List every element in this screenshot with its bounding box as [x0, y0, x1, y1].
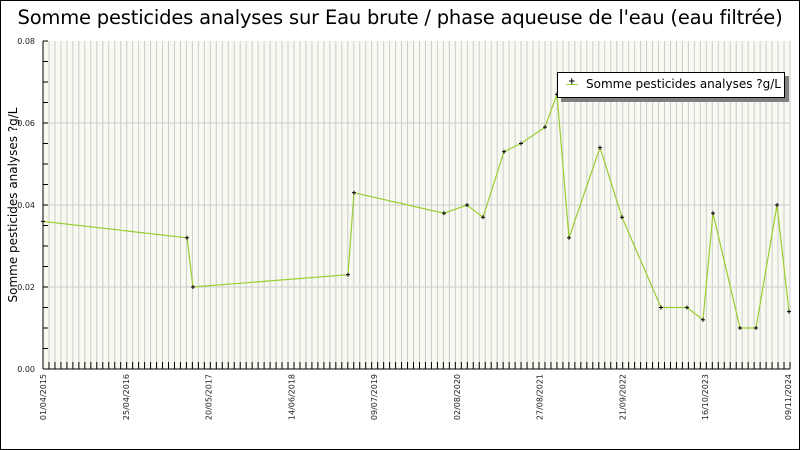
x-tick-label: 02/08/2020	[453, 374, 462, 420]
y-tick-label: 0.08	[17, 37, 35, 46]
x-tick-label: 25/04/2016	[122, 374, 131, 420]
x-tick-label: 09/11/2024	[784, 374, 793, 420]
x-tick-label: 16/10/2023	[701, 374, 710, 420]
x-tick-label: 01/04/2015	[39, 374, 48, 420]
legend-label: Somme pesticides analyses ?g/L	[586, 77, 781, 91]
y-tick-label: 0.06	[17, 119, 35, 128]
legend-marker-icon	[566, 77, 578, 87]
y-tick-label: 0.00	[17, 365, 35, 374]
x-tick-label: 09/07/2019	[370, 374, 379, 420]
y-axis-label: Somme pesticides analyses ?g/L	[6, 107, 20, 302]
x-tick-label: 21/09/2022	[618, 374, 627, 420]
y-tick-label: 0.02	[17, 283, 35, 292]
legend: Somme pesticides analyses ?g/L	[557, 72, 785, 98]
x-tick-label: 14/06/2018	[287, 374, 296, 420]
x-tick-label: 20/05/2017	[205, 374, 214, 420]
x-tick-label: 27/08/2021	[536, 374, 545, 420]
y-tick-label: 0.04	[17, 201, 35, 210]
chart-title: Somme pesticides analyses sur Eau brute …	[17, 6, 783, 29]
